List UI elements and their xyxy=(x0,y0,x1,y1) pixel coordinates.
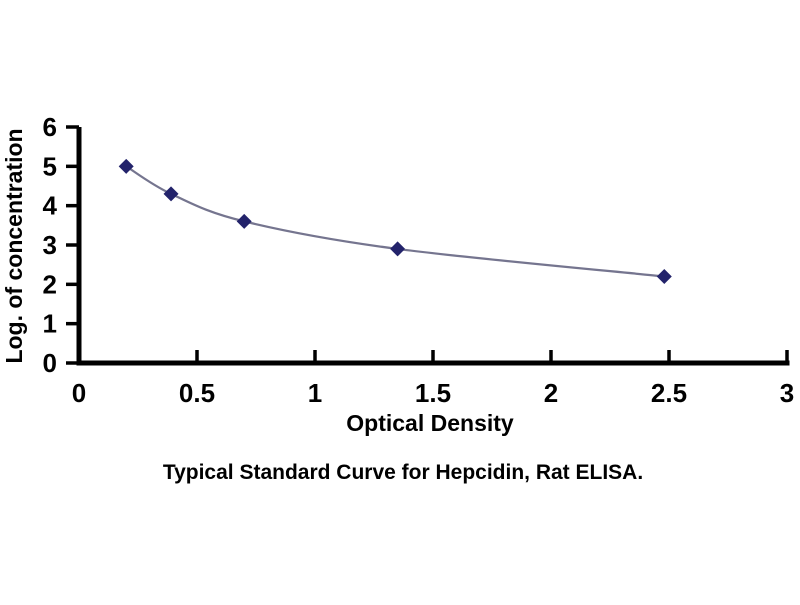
svg-text:0: 0 xyxy=(43,348,57,378)
data-point-diamond xyxy=(656,268,672,284)
svg-text:2: 2 xyxy=(544,378,558,408)
y-axis-title: Log. of concentration xyxy=(1,128,27,363)
figure-caption: Typical Standard Curve for Hepcidin, Rat… xyxy=(163,461,643,484)
svg-text:1.5: 1.5 xyxy=(415,378,451,408)
svg-text:2.5: 2.5 xyxy=(651,378,687,408)
data-point-markers xyxy=(118,158,672,284)
data-point-diamond xyxy=(236,213,252,229)
svg-text:3: 3 xyxy=(780,378,794,408)
data-point-diamond xyxy=(390,241,406,257)
svg-text:5: 5 xyxy=(43,151,57,181)
svg-text:4: 4 xyxy=(43,191,58,221)
svg-text:0.5: 0.5 xyxy=(179,378,215,408)
svg-text:6: 6 xyxy=(43,112,57,142)
svg-text:1: 1 xyxy=(308,378,322,408)
standard-curve-line xyxy=(125,165,665,278)
svg-text:2: 2 xyxy=(43,269,57,299)
y-axis-tick-labels: 0 1 2 3 4 5 6 xyxy=(43,112,58,378)
svg-text:1: 1 xyxy=(43,309,57,339)
x-axis-tick-labels: 0 0.5 1 1.5 2 2.5 3 xyxy=(72,378,794,408)
svg-text:3: 3 xyxy=(43,230,57,260)
x-axis-title: Optical Density xyxy=(346,410,514,436)
data-point-diamond xyxy=(163,186,179,202)
svg-text:0: 0 xyxy=(72,378,86,408)
data-point-diamond xyxy=(118,158,134,174)
